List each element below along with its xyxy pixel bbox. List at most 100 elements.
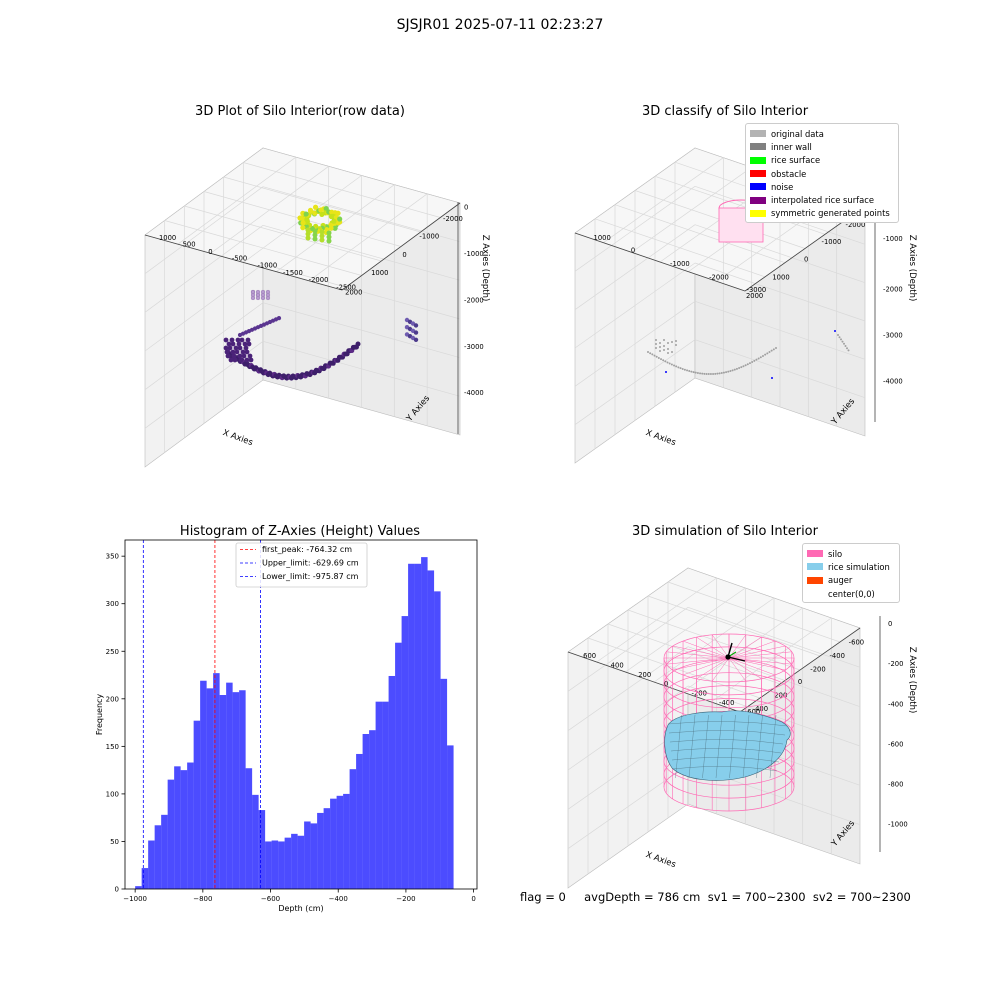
simulation-z-tick-label: 0 — [888, 620, 892, 628]
simulation-x-tick-label: -600 — [849, 639, 864, 647]
raw-y-tick-label: -2000 — [309, 276, 329, 284]
histogram-bar — [427, 570, 435, 889]
histogram-y-axis-label: Frequency — [95, 694, 104, 736]
raw-y-tick-label: 1000 — [159, 234, 176, 242]
simulation-legend: silo rice simulation auger center(0,0) — [802, 543, 900, 604]
histogram-bar — [206, 688, 214, 889]
histogram-x-tick-label: −600 — [261, 895, 280, 903]
classify-z-tick-label: -4000 — [883, 378, 903, 386]
histogram-bar — [395, 642, 402, 889]
simulation-x-axis-label: X Axies — [644, 850, 677, 870]
histogram-bar — [330, 798, 337, 889]
histogram-bar — [213, 673, 220, 889]
histogram-bar — [174, 766, 181, 889]
histogram-legend-label: Lower_limit: -975.87 cm — [262, 572, 359, 581]
simulation-y-axis — [567, 651, 741, 713]
classify-x-tick-label: 1000 — [772, 274, 789, 282]
histogram-bar — [284, 837, 292, 889]
classify-legend-label: interpolated rice surface — [771, 195, 874, 206]
histogram-bar — [434, 591, 441, 889]
histogram-bar — [408, 563, 415, 889]
histogram-legend — [235, 542, 368, 588]
classify-y-tick-label: -3000 — [747, 286, 767, 294]
simulation-3d-plot: -600-400-20002004006006004002000-200-400… — [567, 567, 917, 889]
classify-legend-swatch — [750, 170, 766, 178]
simulation-legend-swatch — [807, 590, 823, 598]
raw-3d-plot: -2000 -1000 0 1000 2000 1000 500 0 -500 -1000 -150… — [144, 147, 490, 468]
histogram-bar — [291, 833, 298, 889]
classify-legend-item: obstacle — [750, 167, 894, 180]
simulation-legend-label: rice simulation — [828, 561, 890, 572]
raw-plot-title: 3D Plot of Silo Interior(row data) — [195, 104, 405, 119]
classify-legend-label: obstacle — [771, 168, 807, 179]
histogram-bar — [356, 753, 363, 889]
raw-x-tick-label: -2000 — [443, 215, 463, 223]
simulation-legend-item: auger — [807, 574, 895, 587]
raw-z-tick-label: -3000 — [464, 343, 484, 351]
raw-y-tick-label: -1500 — [283, 269, 303, 277]
raw-z-tick-label: -4000 — [464, 389, 484, 397]
classify-z-axis-label: Z Axies (Depth) — [907, 235, 917, 302]
classify-legend-label: original data — [771, 128, 824, 139]
simulation-z-tick-label: -800 — [888, 781, 903, 789]
simulation-z-tick-label: -200 — [888, 660, 903, 668]
raw-x-tick-label: -1000 — [419, 233, 439, 241]
simulation-legend-swatch — [807, 563, 823, 571]
histogram-bar — [226, 682, 233, 889]
histogram-bar — [362, 733, 370, 889]
histogram-y-tick-label: 350 — [106, 553, 119, 561]
histogram-bar — [135, 886, 142, 889]
classify-y-tick-label: -2000 — [709, 273, 729, 281]
histogram-x-tick-label: −800 — [193, 895, 212, 903]
simulation-y-tick-label: 400 — [611, 661, 624, 669]
simulation-legend-item: silo — [807, 547, 895, 560]
histogram-bar — [304, 821, 311, 889]
histogram-bar — [187, 762, 194, 889]
simulation-z-tick-label: -600 — [888, 740, 903, 748]
histogram-x-axis-label: Depth (cm) — [278, 904, 323, 913]
histogram-x-tick-label: −1000 — [123, 895, 147, 903]
simulation-legend-item: center(0,0) — [807, 587, 895, 600]
histogram-x-tick-label: −400 — [329, 895, 348, 903]
classify-z-tick-label: -1000 — [883, 235, 903, 243]
classify-legend-swatch — [750, 196, 766, 204]
simulation-plot-title: 3D simulation of Silo Interior — [632, 524, 818, 539]
simulation-legend-label: center(0,0) — [828, 588, 875, 599]
simulation-legend-label: silo — [828, 548, 843, 559]
histogram-x-tick-label: −200 — [396, 895, 415, 903]
simulation-z-tick-label: -400 — [888, 700, 903, 708]
simulation-y-tick-label: 600 — [583, 652, 596, 660]
histogram-bar — [193, 720, 201, 889]
histogram-y-tick-label: 100 — [106, 790, 119, 798]
classify-y-axis — [574, 232, 746, 292]
simulation-y-tick-label: -200 — [692, 690, 707, 698]
raw-y-tick-label: -1000 — [257, 262, 277, 270]
raw-z-tick-label: 0 — [464, 204, 468, 212]
classify-legend-swatch — [750, 130, 766, 138]
simulation-legend-label: auger — [828, 575, 853, 586]
raw-point-cloud — [223, 204, 419, 381]
simulation-x-tick-label: 0 — [798, 678, 802, 686]
histogram-bar — [167, 779, 175, 889]
classify-legend-label: inner wall — [771, 141, 812, 152]
histogram-bar — [401, 616, 409, 889]
classify-y-tick-label: 1000 — [594, 234, 611, 242]
classify-z-tick-label: -3000 — [883, 332, 903, 340]
raw-y-tick-label: -500 — [232, 254, 247, 262]
histogram-bar — [265, 841, 272, 889]
histogram-chart: −1000 −800 −600 −400 −200 0 0 50 100 150 200 250 300… — [95, 539, 478, 913]
classify-legend-swatch — [750, 209, 766, 217]
histogram-bar — [239, 690, 246, 889]
classify-legend-item: rice surface — [750, 154, 894, 167]
histogram-legend-label: first_peak: -764.32 cm — [262, 545, 352, 554]
histogram-bar — [180, 770, 188, 889]
histogram-bar — [141, 868, 149, 889]
histogram-x-tick-label: 0 — [471, 895, 475, 903]
histogram-bars — [135, 557, 454, 889]
classify-legend-label: noise — [771, 181, 794, 192]
raw-z-axis-label: Z Axies (Depth) — [480, 235, 490, 302]
simulation-legend-swatch — [807, 576, 823, 584]
classify-plot-title: 3D classify of Silo Interior — [641, 104, 809, 119]
classify-legend-swatch — [750, 156, 766, 164]
histogram-y-tick-label: 250 — [106, 648, 119, 656]
